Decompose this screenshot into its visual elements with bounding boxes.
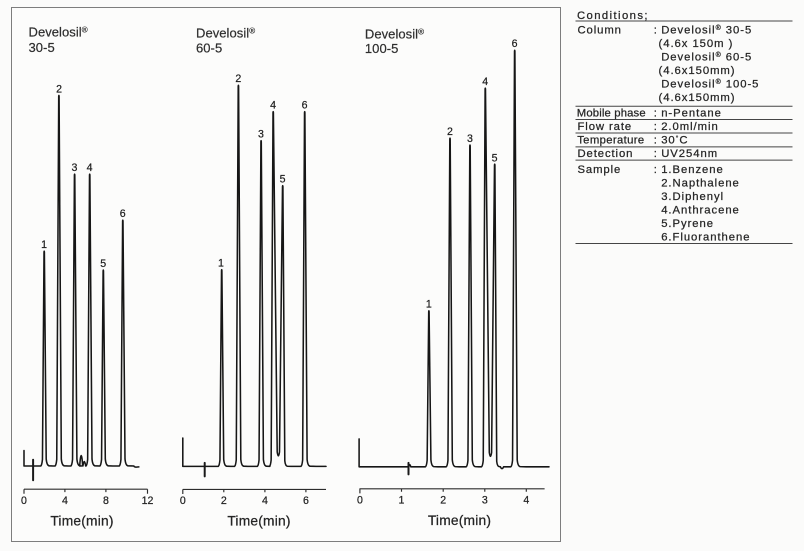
svg-text:Time(min): Time(min) bbox=[428, 513, 491, 528]
svg-text:Conditions;: Conditions; bbox=[577, 10, 649, 22]
svg-text:Sample: Sample bbox=[578, 164, 622, 176]
svg-text:Develosil® 100-5: Develosil® 100-5 bbox=[661, 78, 759, 91]
svg-text:2.Napthalene: 2.Napthalene bbox=[661, 177, 740, 189]
svg-text:1: 1 bbox=[426, 299, 432, 311]
svg-text:4.Anthracene: 4.Anthracene bbox=[661, 204, 740, 216]
svg-text:30°C: 30°C bbox=[661, 134, 688, 146]
svg-text:1: 1 bbox=[41, 239, 47, 251]
svg-text:2: 2 bbox=[440, 495, 446, 507]
svg-text:2.0ml/min: 2.0ml/min bbox=[661, 121, 719, 133]
svg-text:0: 0 bbox=[180, 495, 186, 507]
svg-text:5: 5 bbox=[100, 258, 106, 270]
svg-text:4: 4 bbox=[87, 162, 93, 174]
svg-text:1.Benzene: 1.Benzene bbox=[661, 164, 724, 176]
svg-text:6.Fluoranthene: 6.Fluoranthene bbox=[661, 231, 750, 243]
svg-text:60-5: 60-5 bbox=[196, 40, 222, 55]
svg-text:(4.6x150mm): (4.6x150mm) bbox=[659, 65, 736, 77]
svg-text:30-5: 30-5 bbox=[29, 40, 55, 55]
svg-text:3: 3 bbox=[72, 162, 78, 174]
svg-text::: : bbox=[654, 164, 658, 176]
svg-text:2: 2 bbox=[221, 495, 227, 507]
svg-text:0: 0 bbox=[357, 495, 363, 507]
svg-text:6: 6 bbox=[302, 100, 308, 112]
svg-text:Develosil® 60-5: Develosil® 60-5 bbox=[661, 51, 752, 64]
svg-text:Flow rate: Flow rate bbox=[578, 121, 633, 133]
svg-text:Detection: Detection bbox=[578, 148, 634, 160]
svg-text:6: 6 bbox=[512, 38, 518, 50]
svg-text:Time(min): Time(min) bbox=[50, 513, 113, 528]
svg-text:5.Pyrene: 5.Pyrene bbox=[661, 218, 714, 230]
svg-text:Temperature: Temperature bbox=[577, 134, 644, 146]
svg-text:Column: Column bbox=[578, 24, 622, 36]
svg-text::: : bbox=[654, 148, 658, 160]
svg-text:(4.6x 150m ): (4.6x 150m ) bbox=[659, 38, 734, 50]
svg-text:4: 4 bbox=[62, 495, 68, 507]
svg-text:12: 12 bbox=[142, 495, 154, 507]
svg-text:2: 2 bbox=[235, 73, 241, 85]
svg-text:3: 3 bbox=[258, 129, 264, 141]
svg-text:3.Diphenyl: 3.Diphenyl bbox=[661, 191, 724, 203]
svg-text:5: 5 bbox=[492, 152, 498, 164]
svg-text:Time(min): Time(min) bbox=[227, 513, 290, 528]
svg-text:n-Pentane: n-Pentane bbox=[661, 107, 722, 119]
svg-text::: : bbox=[654, 134, 658, 146]
svg-text:6: 6 bbox=[303, 495, 309, 507]
svg-text:2: 2 bbox=[56, 83, 62, 95]
svg-text:4: 4 bbox=[270, 100, 276, 112]
svg-text:0: 0 bbox=[21, 495, 27, 507]
svg-text:Mobile phase: Mobile phase bbox=[577, 107, 646, 119]
svg-text:(4.6x150mm): (4.6x150mm) bbox=[659, 92, 736, 104]
svg-text:4: 4 bbox=[482, 76, 488, 88]
svg-text:4: 4 bbox=[523, 495, 529, 507]
svg-text:3: 3 bbox=[467, 133, 473, 145]
svg-text::: : bbox=[654, 121, 658, 133]
svg-text:3: 3 bbox=[482, 495, 488, 507]
svg-text:Develosil® 30-5: Develosil® 30-5 bbox=[661, 24, 752, 37]
svg-text::: : bbox=[654, 107, 658, 119]
svg-text:1: 1 bbox=[399, 495, 405, 507]
svg-text:UV254nm: UV254nm bbox=[661, 148, 718, 160]
svg-text:6: 6 bbox=[120, 208, 126, 220]
svg-text:Develosil®: Develosil® bbox=[29, 25, 88, 40]
svg-text:Develosil®: Develosil® bbox=[196, 25, 255, 40]
svg-text:2: 2 bbox=[447, 126, 453, 138]
svg-text:100-5: 100-5 bbox=[365, 41, 399, 56]
svg-text:5: 5 bbox=[280, 174, 286, 186]
svg-text:1: 1 bbox=[218, 258, 224, 270]
svg-text::: : bbox=[654, 24, 658, 36]
svg-text:Develosil®: Develosil® bbox=[365, 27, 424, 42]
svg-text:4: 4 bbox=[262, 495, 268, 507]
svg-text:8: 8 bbox=[103, 495, 109, 507]
